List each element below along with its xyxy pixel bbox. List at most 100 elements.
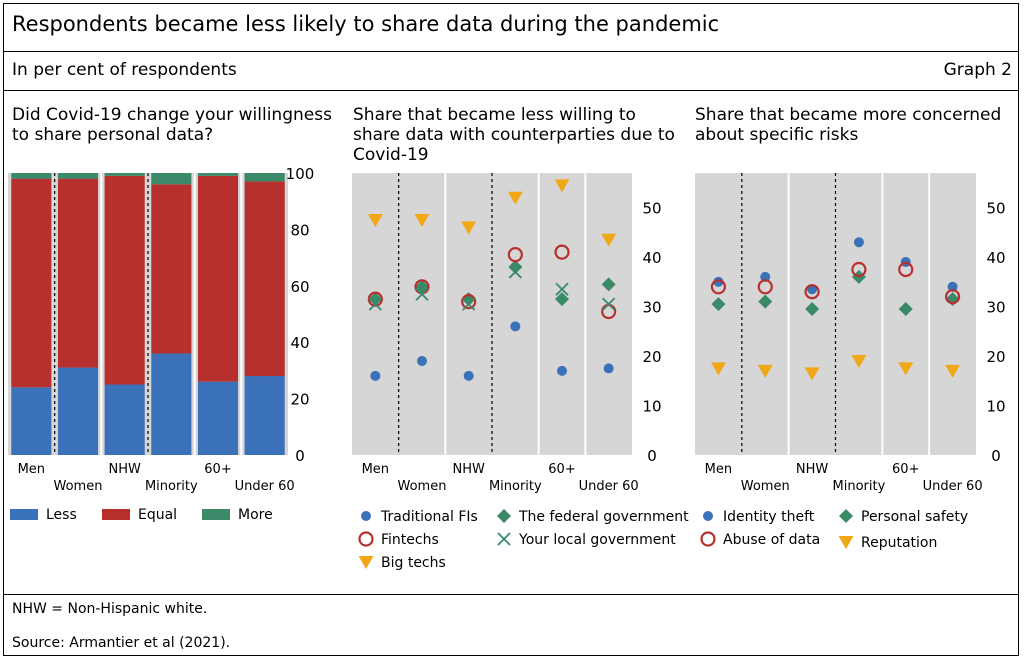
panel-1-bar-equal — [244, 181, 285, 377]
panel-1-xtick-label: NHW — [108, 462, 141, 477]
panel-1-bar-less — [57, 367, 99, 455]
panel-3-marker-reputation — [851, 355, 867, 368]
panel-3-legend-marker-personal-safety — [839, 509, 853, 523]
panel-3-ytick-label: 40 — [986, 249, 1005, 267]
footnote: NHW = Non-Hispanic white. — [12, 601, 208, 617]
panel-2-marker-traditional-fis — [417, 356, 427, 366]
panel-1-bar-more — [197, 173, 239, 176]
panel-2-legend-label-your-local-government: Your local government — [518, 532, 676, 548]
panel-3-legend-marker-reputation — [838, 536, 854, 549]
panel-2-ytick-label: 40 — [642, 249, 661, 267]
panel-1-xtick-label: Under 60 — [235, 479, 295, 494]
panel-1-legend-label-equal: Equal — [138, 507, 177, 523]
panel-1-ytick-label: 40 — [290, 334, 309, 352]
panel-2-xtick-label: Minority — [489, 479, 542, 494]
panel-3-xtick-label: Minority — [833, 479, 886, 494]
panel-1-bar-more — [104, 173, 145, 176]
panel-1-legend-swatch-more — [202, 509, 230, 520]
panel-3-xtick-label: Under 60 — [923, 479, 983, 494]
graph-number: Graph 2 — [943, 60, 1012, 80]
panel-2-marker-big-techs — [554, 179, 570, 193]
panel-2-marker-traditional-fis — [510, 321, 521, 332]
panel-3-legend-label-reputation: Reputation — [861, 535, 937, 551]
panel-3-marker-personal-safety — [711, 297, 726, 312]
panel-2-ytick-label: 10 — [642, 398, 661, 416]
panel-3-legend-label-personal-safety: Personal safety — [861, 509, 968, 525]
panel-2-marker-your-local-government — [555, 282, 569, 296]
panel-3-xtick-label: Women — [741, 479, 790, 494]
panel-3-marker-personal-safety — [805, 302, 820, 317]
panel-1-ytick-label: 100 — [286, 165, 315, 183]
panel-3-marker-reputation — [710, 362, 726, 376]
panel-3-marker-reputation — [757, 364, 773, 378]
panel-1-bar-more — [11, 173, 52, 179]
panel-2-marker-big-techs — [367, 214, 383, 227]
panel-1-bar-less — [197, 381, 239, 455]
panel-1-ytick-label: 20 — [290, 391, 309, 409]
panel-3-marker-abuse-of-data — [804, 284, 820, 300]
panel-1-ytick-label: 80 — [290, 221, 309, 239]
panel-1-bar-equal — [11, 178, 52, 388]
panel-2-ytick-label: 20 — [642, 348, 661, 366]
panel-2-legend-label-traditional-fis: Traditional FIs — [380, 509, 478, 525]
panel-2-marker-traditional-fis — [463, 370, 474, 381]
panel-3-marker-identity-theft — [760, 271, 771, 282]
panel-2-ytick-label: 0 — [647, 447, 657, 465]
panel-1-legend-swatch-equal — [102, 509, 130, 520]
panel-3-marker-abuse-of-data — [710, 279, 727, 295]
panel-3-marker-abuse-of-data — [898, 261, 914, 278]
panel-2-marker-traditional-fis — [370, 370, 381, 381]
panel-1-bar-equal — [57, 178, 99, 368]
panel-3-marker-abuse-of-data — [944, 289, 961, 305]
panel-2-legend-marker-your-local-government — [497, 532, 511, 546]
panel-1-ytick-label: 0 — [295, 447, 305, 465]
figure-subtitle: In per cent of respondents — [12, 60, 237, 80]
panel-2-legend-label-the-federal-government: The federal government — [518, 509, 689, 525]
panel-3-ytick-label: 30 — [986, 299, 1005, 317]
panel-3-marker-identity-theft — [713, 276, 724, 287]
panel-2-marker-the-federal-government — [601, 277, 616, 292]
panel-3-marker-reputation — [898, 362, 914, 376]
panel-3-marker-abuse-of-data — [851, 261, 867, 278]
panel-2-marker-fintechs — [367, 291, 383, 307]
panel-2-legend-marker-fintechs — [358, 531, 374, 547]
panel-3-legend-marker-identity-theft — [703, 511, 713, 521]
panel-2-marker-big-techs — [507, 191, 523, 205]
panel-3-xtick-label: 60+ — [892, 462, 919, 477]
subtitle-rule — [4, 90, 1018, 91]
panel-2-marker-your-local-government — [368, 297, 382, 311]
panel-1-bar-less — [104, 384, 145, 455]
panel-2-marker-the-federal-government — [555, 292, 569, 307]
panel-1-bar-more — [151, 173, 192, 185]
panel-3-marker-reputation — [945, 364, 961, 378]
panel-2-marker-traditional-fis — [603, 363, 614, 374]
panel-1-xtick-label: Women — [54, 479, 103, 494]
panel-3-title: Share that became more concerned about s… — [695, 105, 1002, 145]
panel-1-ytick-label: 60 — [290, 278, 309, 296]
panel-2-ytick-label: 50 — [642, 200, 661, 218]
figure-title: Respondents became less likely to share … — [12, 12, 720, 36]
panel-1-legend-label-more: More — [238, 507, 273, 523]
panel-3-marker-reputation — [804, 367, 820, 381]
panel-1-legend-label-less: Less — [46, 507, 77, 523]
panel-2-marker-your-local-government — [508, 265, 522, 279]
panel-1-xtick-label: 60+ — [204, 462, 231, 477]
panel-2-xtick-label: NHW — [452, 462, 485, 477]
panel-2-marker-big-techs — [601, 233, 617, 247]
panel-2-legend-marker-big-techs — [358, 556, 374, 569]
panel-2-xtick-label: 60+ — [548, 462, 575, 477]
panel-3-ytick-label: 10 — [986, 398, 1005, 416]
panel-2-xtick-label: Men — [362, 462, 389, 477]
panel-1-title: Did Covid-19 change your willingness to … — [12, 105, 332, 145]
panel-2-legend-marker-the-federal-government — [497, 509, 511, 523]
panel-1-bar-less — [244, 376, 285, 455]
panel-2-marker-big-techs — [414, 214, 430, 227]
panel-2-marker-fintechs — [461, 294, 477, 310]
panel-3-xtick-label: NHW — [796, 462, 829, 477]
panel-3-ytick-label: 50 — [986, 200, 1005, 218]
panel-2-marker-your-local-government — [602, 297, 616, 311]
panel-3-marker-abuse-of-data — [757, 279, 773, 295]
panel-2-xtick-label: Under 60 — [579, 479, 639, 494]
panel-3-xtick-label: Men — [705, 462, 732, 477]
